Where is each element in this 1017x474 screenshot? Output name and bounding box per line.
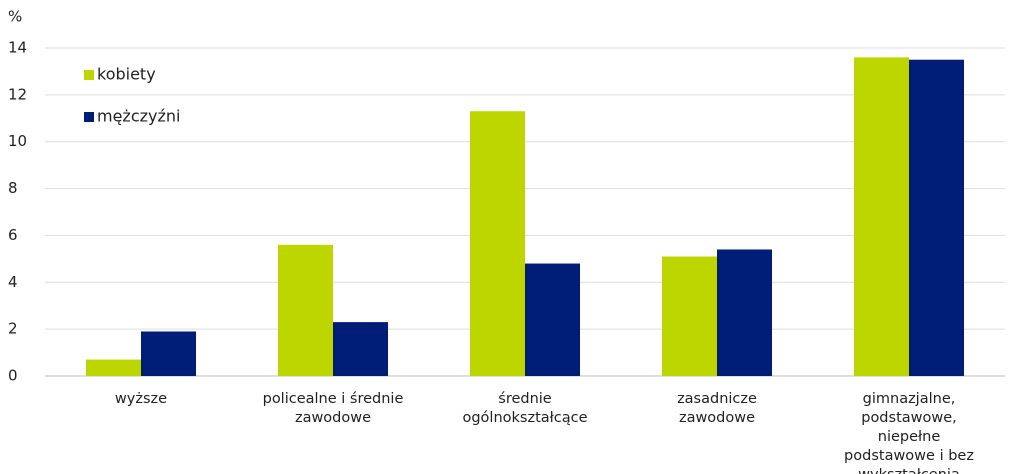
x-tick-label: średnie ogólnokształcące: [462, 391, 588, 426]
bar: [86, 359, 141, 376]
bar: [141, 331, 196, 376]
y-tick-label: 6: [8, 226, 18, 244]
bar: [278, 244, 333, 376]
y-tick-label: 0: [8, 367, 18, 385]
bar: [909, 59, 964, 376]
y-tick-label: 8: [8, 179, 18, 197]
y-tick-label: 4: [8, 273, 18, 291]
bar: [470, 111, 525, 376]
y-tick-label: 14: [8, 39, 27, 57]
bar: [333, 322, 388, 376]
x-tick-label: wyższe: [114, 391, 168, 407]
bar: [717, 249, 772, 376]
x-tick-label: zasadnicze zawodowe: [677, 391, 757, 426]
bar: [854, 57, 909, 376]
bar: [525, 263, 580, 376]
legend-swatch: [84, 112, 94, 122]
legend-label: mężczyźni: [97, 107, 180, 126]
y-tick-label: 2: [8, 320, 18, 338]
bar: [662, 256, 717, 376]
y-tick-label: 10: [8, 132, 27, 150]
x-tick-label: gimnazjalne, podstawowe, niepełne podsta…: [844, 391, 974, 474]
y-axis-label: %: [8, 8, 22, 26]
x-tick-label: policealne i średnie zawodowe: [262, 391, 404, 426]
legend-swatch: [84, 70, 94, 80]
y-tick-label: 12: [8, 85, 27, 103]
legend-label: kobiety: [97, 65, 156, 84]
